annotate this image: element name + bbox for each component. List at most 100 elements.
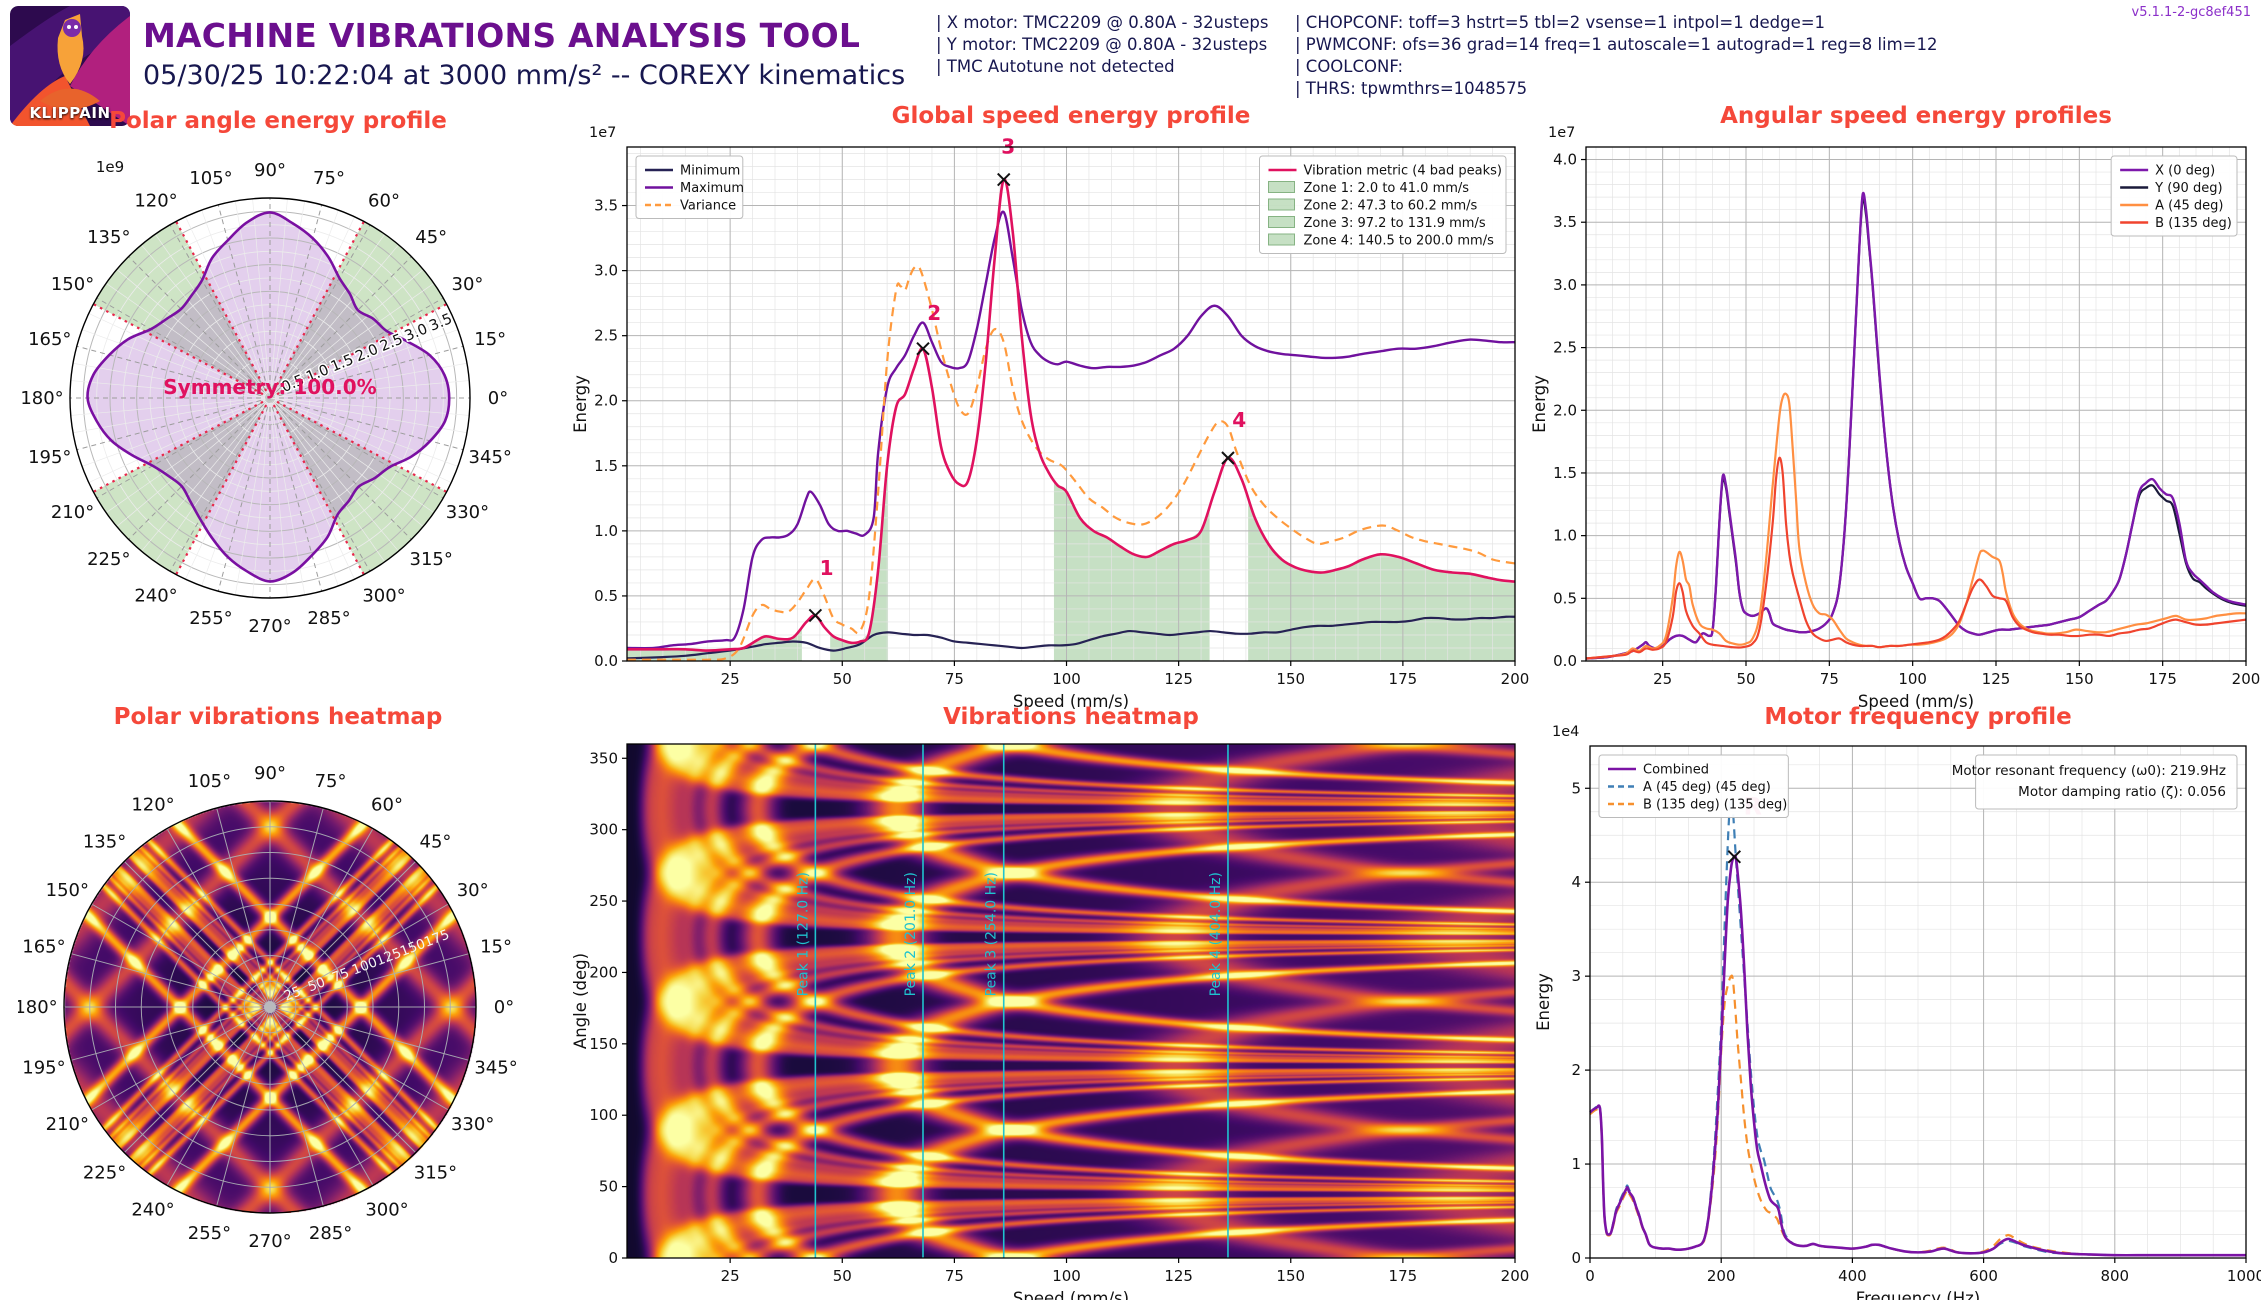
svg-text:100: 100 (589, 1106, 618, 1124)
driver-info-line: | PWMCONF: ofs=36 grad=14 freq=1 autosca… (1295, 35, 1938, 54)
svg-text:200: 200 (1707, 1267, 1736, 1285)
svg-text:255°: 255° (189, 608, 232, 629)
svg-text:3.0: 3.0 (594, 262, 618, 280)
svg-text:Zone 4: 140.5 to 200.0 mm/s: Zone 4: 140.5 to 200.0 mm/s (1304, 234, 1495, 249)
global-speed-energy-chart: 1 2 3 4 25 50 75 100 125 150 175 200 0.0 0.5 1.0 1.5 2.0… (565, 95, 1560, 713)
polar-vibrations-heatmap: 0° 15° 30° 45° 60° 75° 90° 105° 120° 135° 150° 165°… (18, 700, 563, 1296)
svg-text:255°: 255° (188, 1223, 231, 1244)
svg-text:Angular speed energy profiles: Angular speed energy profiles (1720, 103, 2112, 129)
svg-text:4: 4 (1232, 408, 1246, 432)
svg-text:Polar vibrations heatmap: Polar vibrations heatmap (114, 704, 443, 730)
svg-text:150: 150 (2065, 670, 2094, 688)
svg-text:120°: 120° (134, 191, 177, 212)
logo-text: KLIPPAIN (29, 104, 111, 122)
svg-text:Energy: Energy (571, 375, 590, 433)
svg-text:3.5: 3.5 (594, 197, 618, 215)
svg-text:200: 200 (1501, 670, 1530, 688)
svg-text:4: 4 (1571, 873, 1581, 891)
svg-text:105°: 105° (189, 168, 232, 189)
svg-text:135°: 135° (87, 227, 130, 248)
svg-text:0.0: 0.0 (1553, 652, 1577, 670)
svg-text:180°: 180° (18, 997, 58, 1018)
svg-text:150°: 150° (51, 274, 94, 295)
svg-text:50: 50 (306, 974, 328, 995)
svg-text:50: 50 (833, 1267, 852, 1285)
driver-info-line: | COOLCONF: (1295, 57, 1404, 76)
svg-text:175: 175 (1389, 1267, 1418, 1285)
svg-text:210°: 210° (51, 502, 94, 523)
svg-text:3.0: 3.0 (1553, 276, 1577, 294)
svg-text:5: 5 (1571, 779, 1581, 797)
svg-text:25: 25 (721, 1267, 740, 1285)
svg-text:1.0: 1.0 (594, 522, 618, 540)
svg-text:1e4: 1e4 (1552, 724, 1579, 740)
svg-text:2.5: 2.5 (594, 327, 618, 345)
svg-text:1: 1 (820, 556, 834, 580)
svg-text:Motor frequency profile: Motor frequency profile (1764, 704, 2071, 730)
polar-angle-energy-chart: 0° 15° 30° 45° 60° 75° 90° 105° 120° 135° 150° 165°… (18, 98, 563, 700)
svg-text:150°: 150° (46, 880, 89, 901)
svg-text:1.5: 1.5 (1553, 464, 1577, 482)
vibrations-heatmap: Peak 1 (127.0 Hz) Peak 2 (201.0 Hz) Peak 3… (565, 698, 1560, 1300)
svg-text:Minimum: Minimum (680, 164, 740, 179)
svg-text:250: 250 (589, 892, 618, 910)
svg-text:135°: 135° (83, 832, 126, 853)
svg-text:350: 350 (589, 749, 618, 767)
page-title: MACHINE VIBRATIONS ANALYSIS TOOL (143, 16, 861, 55)
svg-text:Motor resonant frequency (ω0):: Motor resonant frequency (ω0): 219.9Hz (1952, 763, 2226, 779)
svg-text:150: 150 (589, 1035, 618, 1053)
svg-text:3: 3 (1571, 967, 1581, 985)
svg-text:Peak 1 (127.0 Hz): Peak 1 (127.0 Hz) (795, 872, 811, 996)
svg-text:100: 100 (1052, 1267, 1081, 1285)
svg-text:270°: 270° (248, 1231, 291, 1252)
svg-text:45°: 45° (420, 832, 452, 853)
svg-text:60°: 60° (371, 794, 403, 815)
motor-info-line: | Y motor: TMC2209 @ 0.80A - 32usteps (936, 35, 1268, 54)
svg-text:300°: 300° (365, 1200, 408, 1221)
svg-text:200: 200 (2232, 670, 2261, 688)
svg-text:Frequency (Hz): Frequency (Hz) (1856, 1289, 1980, 1300)
svg-text:195°: 195° (22, 1058, 65, 1079)
motor-frequency-chart: R02004006008001000012345Frequency (Hz)En… (1532, 698, 2261, 1300)
svg-text:345°: 345° (474, 1058, 517, 1079)
svg-text:Peak 2 (201.0 Hz): Peak 2 (201.0 Hz) (903, 872, 919, 996)
svg-text:60°: 60° (368, 191, 400, 212)
svg-text:315°: 315° (410, 549, 453, 570)
svg-text:300°: 300° (362, 585, 405, 606)
motor-info-line: | TMC Autotune not detected (936, 57, 1175, 76)
svg-text:2: 2 (1571, 1061, 1581, 1079)
svg-text:1e7: 1e7 (589, 125, 616, 141)
svg-text:125: 125 (1164, 1267, 1193, 1285)
svg-text:B (135 deg) (135 deg): B (135 deg) (135 deg) (1643, 798, 1787, 813)
svg-text:0: 0 (1585, 1267, 1595, 1285)
svg-text:15°: 15° (480, 936, 512, 957)
svg-text:270°: 270° (248, 616, 291, 637)
svg-text:600: 600 (1969, 1267, 1998, 1285)
svg-text:30°: 30° (452, 274, 484, 295)
svg-text:Energy: Energy (1532, 375, 1549, 433)
svg-text:0.5: 0.5 (594, 587, 618, 605)
motor-info-line: | X motor: TMC2209 @ 0.80A - 32usteps (936, 13, 1269, 32)
motor-info: | X motor: TMC2209 @ 0.80A - 32usteps | … (936, 12, 1268, 78)
svg-text:75: 75 (330, 965, 352, 986)
vibrations-heatmap-canvas (627, 744, 1515, 1258)
svg-text:2.0: 2.0 (1553, 401, 1577, 419)
svg-text:Speed (mm/s): Speed (mm/s) (1013, 692, 1129, 711)
svg-text:0: 0 (1571, 1249, 1581, 1267)
svg-text:0°: 0° (488, 388, 508, 409)
svg-text:75: 75 (1820, 670, 1839, 688)
svg-text:175: 175 (422, 927, 452, 951)
svg-text:0: 0 (608, 1249, 618, 1267)
svg-text:30°: 30° (457, 880, 489, 901)
svg-text:50: 50 (599, 1178, 618, 1196)
svg-text:1e7: 1e7 (1548, 125, 1575, 141)
svg-text:225°: 225° (87, 549, 130, 570)
svg-text:Zone 3: 97.2 to 131.9 mm/s: Zone 3: 97.2 to 131.9 mm/s (1304, 216, 1486, 231)
svg-text:1e9: 1e9 (96, 158, 124, 176)
svg-text:100: 100 (1052, 670, 1081, 688)
svg-text:Motor damping ratio (ζ): 0.056: Motor damping ratio (ζ): 0.056 (2018, 784, 2226, 800)
svg-text:195°: 195° (28, 447, 71, 468)
svg-text:Polar angle energy profile: Polar angle energy profile (109, 108, 447, 134)
klippain-logo-art (10, 6, 130, 126)
svg-text:1: 1 (1571, 1155, 1581, 1173)
